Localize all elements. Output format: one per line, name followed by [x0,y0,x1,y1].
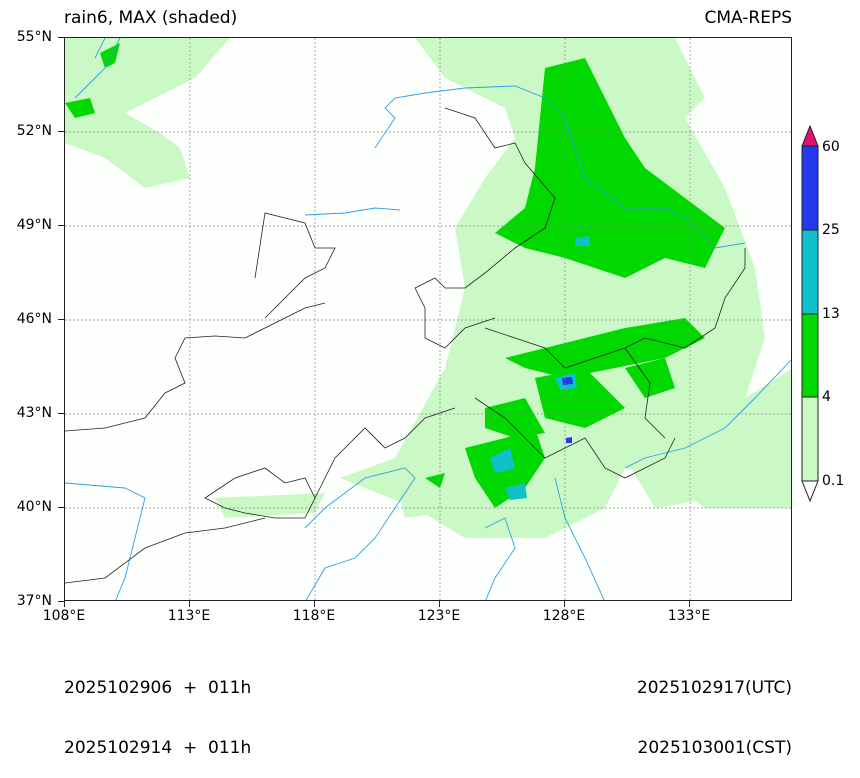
y-tick-mark [58,319,64,320]
x-tick-mark [314,601,315,607]
y-tick-mark [58,37,64,38]
precipitation-map [65,38,791,600]
y-tick-mark [58,225,64,226]
colorbar-graphic [801,125,819,503]
y-tick-mark [58,413,64,414]
x-tick-label: 113°E [167,608,211,624]
colorbar-label: 4 [822,389,831,405]
x-tick-mark [689,601,690,607]
y-tick-label: 55°N [16,29,52,45]
chart-title: rain6, MAX (shaded) [64,8,238,28]
model-name: CMA-REPS [704,8,792,28]
map-plot-area [64,37,792,601]
colorbar-label: 60 [822,139,840,155]
y-tick-label: 49°N [16,217,52,233]
colorbar-over-arrow [801,125,819,147]
colorbar-label: 0.1 [822,473,845,489]
y-tick-mark [58,507,64,508]
init-time-utc: 2025102906 + 011h [64,678,252,698]
admin-borders [65,107,746,584]
y-tick-mark [58,601,64,602]
valid-time-cst: 2025103001(CST) [637,738,792,758]
x-tick-label: 133°E [667,608,711,624]
valid-time-info: 2025102917(UTC) 2025103001(CST) [637,638,792,778]
x-tick-label: 123°E [417,608,461,624]
x-tick-label: 118°E [292,608,336,624]
y-tick-label: 37°N [16,593,52,609]
x-tick-mark [564,601,565,607]
x-tick-label: 108°E [42,608,86,624]
colorbar-under-arrow [801,480,819,503]
y-tick-label: 43°N [16,405,52,421]
lat-lon-grid [65,38,791,600]
valid-time-utc: 2025102917(UTC) [636,678,792,698]
x-tick-label: 128°E [542,608,586,624]
x-tick-mark [189,601,190,607]
y-tick-label: 46°N [16,311,52,327]
init-time-info: 2025102906 + 011h 2025102914 + 011h [64,638,251,778]
colorbar-label: 13 [822,306,840,322]
colorbar-label: 25 [822,222,840,238]
rivers-coastline [65,38,791,600]
x-tick-mark [439,601,440,607]
y-tick-label: 40°N [16,499,52,515]
light-rain-shading [65,38,791,538]
init-time-cst: 2025102914 + 011h [64,738,252,758]
y-tick-label: 52°N [16,123,52,139]
y-tick-mark [58,131,64,132]
x-tick-mark [64,601,65,607]
